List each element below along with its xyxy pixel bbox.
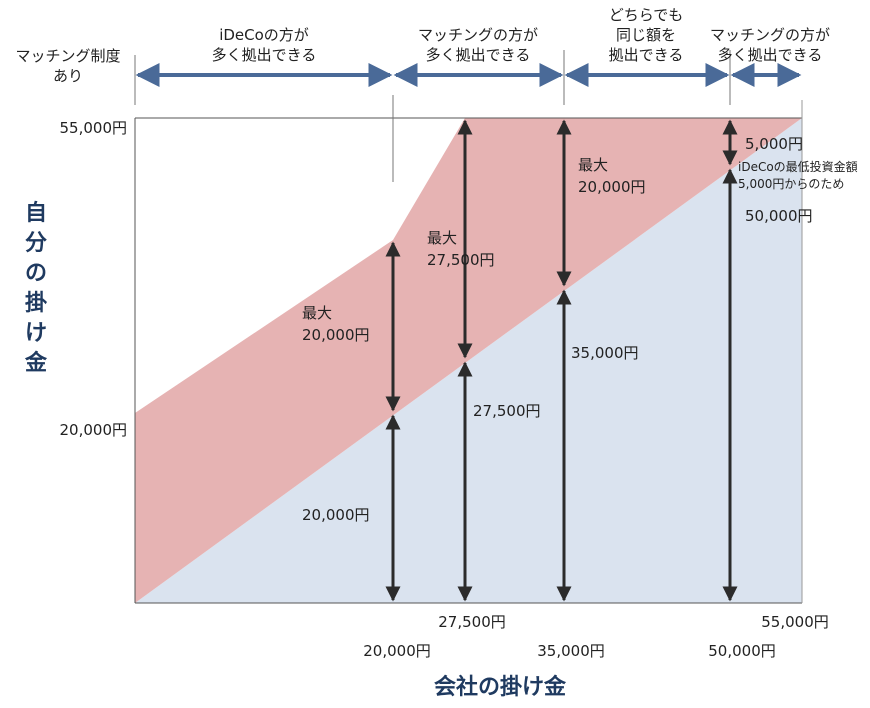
x-axis-title: 会社の掛け金 [434, 674, 567, 700]
annotation-35k-max: 最大 20,000円 [578, 156, 646, 196]
header-top-label: マッチング制度あり [15, 47, 120, 85]
annotation-20k-max: 最大 20,000円 [302, 304, 370, 344]
annotation-27k-company: 27,500円 [473, 402, 541, 420]
annotation-50k-company: 50,000円 [745, 207, 813, 225]
y-tick-20000: 20,000円 [60, 421, 128, 439]
annotation-35k-company: 35,000円 [571, 344, 639, 362]
region-label-same: どちらでも同じ額を拠出できる [609, 6, 684, 64]
x-tick-35000: 35,000円 [537, 642, 605, 660]
x-tick-27500: 27,500円 [438, 613, 506, 631]
region-label-matching-2: マッチングの方が多く拠出できる [710, 26, 830, 64]
x-tick-50000: 50,000円 [708, 642, 776, 660]
annotation-50k-top: 5,000円 [745, 135, 803, 153]
region-label-ideco: iDeCoの方が多く拠出できる [212, 26, 317, 64]
annotation-20k-company: 20,000円 [302, 506, 370, 524]
x-tick-20000: 20,000円 [363, 642, 431, 660]
annotation-50k-note: iDeCoの最低投資金額 5,000円からのため [738, 159, 858, 191]
matching-contribution-area [135, 118, 802, 603]
x-tick-55000: 55,000円 [761, 613, 829, 631]
annotation-27k-max: 最大 27,500円 [427, 229, 495, 269]
y-tick-55000: 55,000円 [60, 119, 128, 137]
y-axis-title: 自分の掛け金 [24, 200, 48, 376]
region-label-matching-1: マッチングの方が多く拠出できる [418, 26, 538, 64]
